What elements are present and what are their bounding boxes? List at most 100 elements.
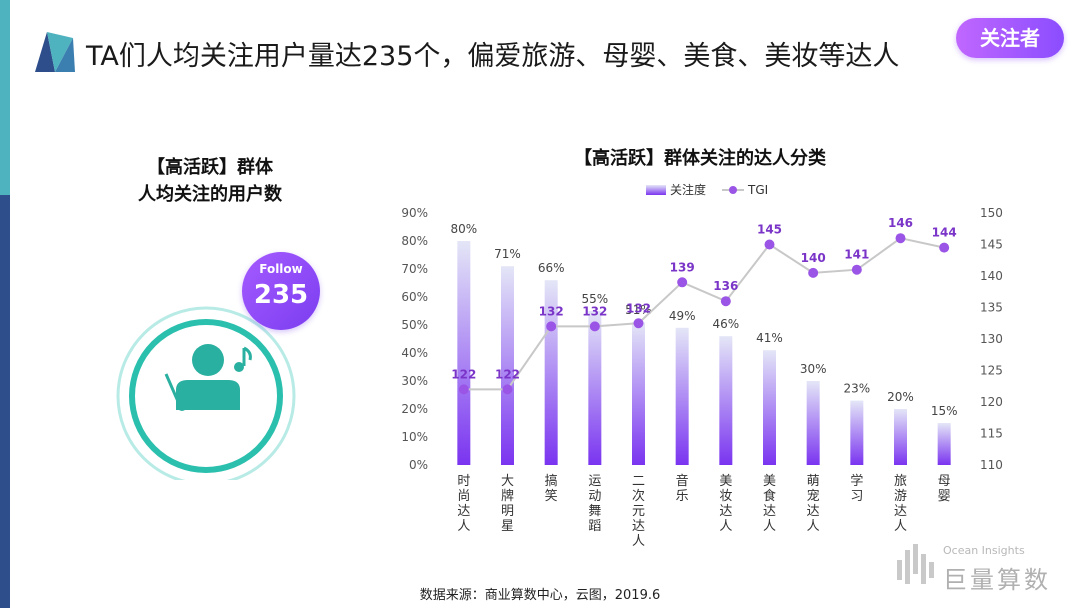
y-right-tick-label: 145 (980, 238, 1003, 252)
y-right-tick-label: 150 (980, 206, 1003, 220)
brand-english: Ocean Insights (943, 544, 1025, 557)
bar-value-label: 49% (669, 309, 696, 323)
y-left-tick-label: 0% (409, 458, 428, 472)
tgi-labels: 122 122 132 132 132 139 136 145 140 141 146 144 (451, 216, 956, 381)
category-label: 美食达人 (763, 474, 776, 534)
bar-value-label: 41% (756, 331, 783, 345)
tgi-point (764, 239, 775, 250)
header-logo-icon (35, 32, 75, 72)
tgi-point (546, 321, 557, 332)
bar (850, 400, 864, 465)
data-source: 数据来源：商业算数中心，云图，2019.6 (419, 588, 661, 603)
y-right-tick-label: 130 (980, 332, 1003, 346)
y-left-tick-label: 40% (401, 346, 428, 360)
bar (588, 311, 602, 465)
tgi-value-label: 132 (582, 304, 607, 318)
tgi-point (720, 296, 731, 307)
category-label: 二次元达人 (632, 474, 645, 549)
bar (457, 241, 471, 465)
category-labels: 时尚达人 大牌明星 搞笑 运动舞蹈 二次元达人 音乐 美妆达人 美食达人 萌宠达人 学习 旅游达人 母… (457, 473, 950, 549)
bar-value-label: 51% (625, 303, 652, 317)
tgi-value-label: 122 (495, 367, 520, 381)
y-right-tick-label: 135 (980, 301, 1003, 315)
category-label: 学习 (850, 473, 863, 504)
y-left-tick-label: 10% (401, 430, 428, 444)
tgi-point (808, 267, 819, 278)
y-left-tick-label: 30% (401, 374, 428, 388)
bar-value-label: 30% (800, 362, 827, 376)
legend-bar-swatch (646, 185, 666, 195)
category-label: 时尚达人 (457, 474, 470, 534)
left-panel-title: 【高活跃】群体 人均关注的用户数 (110, 154, 310, 208)
category-label: 美妆达人 (719, 474, 732, 534)
brand-logo: Ocean Insights 巨量算数 (895, 540, 1065, 594)
tgi-point (633, 318, 644, 329)
y-left-tick-label: 80% (401, 234, 428, 248)
tgi-value-label: 141 (844, 248, 869, 262)
tgi-point (939, 242, 950, 253)
tgi-point (502, 384, 513, 395)
bar (763, 350, 776, 465)
y-left-tick-label: 70% (401, 262, 428, 276)
bar-value-label: 46% (712, 317, 739, 331)
legend-line-label: TGI (747, 183, 768, 197)
category-label: 音乐 (676, 473, 689, 504)
chart-title: 【高活跃】群体关注的达人分类 (574, 148, 826, 169)
left-title-line1: 【高活跃】群体 (147, 157, 273, 178)
accent-stripe-top (0, 0, 10, 195)
y-right-tick-label: 125 (980, 364, 1003, 378)
y-axis-right: 110 115 120 125 130 135 140 145 150 (980, 206, 1003, 472)
bar-labels: 80% 71% 66% 55% 51% 49% 46% 41% 30% 23% 20% 15% (450, 222, 957, 418)
bar (632, 322, 645, 465)
tgi-value-label: 146 (888, 216, 913, 230)
tgi-value-label: 145 (757, 223, 782, 237)
bar-value-label: 23% (843, 382, 870, 396)
left-title-line2: 人均关注的用户数 (138, 184, 282, 205)
accent-stripe-bottom (0, 195, 10, 608)
page-title: TA们人均关注用户量达235个，偏爱旅游、母婴、美食、美妆等达人 (86, 41, 900, 72)
tgi-value-label: 132 (539, 304, 564, 318)
y-left-tick-label: 60% (401, 290, 428, 304)
category-label: 母婴 (938, 474, 951, 504)
legend-line-marker (729, 186, 737, 194)
bar (675, 327, 689, 465)
category-label: 搞笑 (545, 473, 558, 504)
bar (719, 336, 733, 465)
tgi-line-series (458, 233, 950, 395)
tgi-point (851, 264, 862, 275)
follow-value: 235 (253, 280, 309, 310)
tgi-value-label: 136 (713, 279, 738, 293)
followers-badge: 关注者 (956, 18, 1064, 58)
tgi-value-label: 140 (801, 251, 826, 265)
bar (806, 381, 820, 465)
tgi-point (677, 277, 688, 288)
brand-chinese: 巨量算数 (943, 566, 1051, 594)
bar-value-label: 55% (581, 292, 608, 306)
follow-label: Follow (259, 262, 303, 276)
follow-bubble: Follow 235 (242, 252, 320, 330)
bar-value-label: 66% (538, 261, 565, 275)
bar-value-label: 20% (887, 390, 914, 404)
tgi-value-label: 132 (626, 301, 651, 315)
bar-value-label: 15% (931, 404, 958, 418)
y-left-tick-label: 90% (401, 206, 428, 220)
bar-series (457, 241, 951, 465)
y-right-tick-label: 140 (980, 269, 1003, 283)
y-left-tick-label: 50% (401, 318, 428, 332)
tgi-point (458, 384, 469, 395)
y-axis-left: 0% 10% 20% 30% 40% 50% 60% 70% 80% 90% (401, 206, 428, 472)
bar-value-label: 71% (494, 247, 521, 261)
bar (894, 409, 907, 465)
category-label: 大牌明星 (501, 474, 514, 534)
tgi-point (589, 321, 600, 332)
tgi-value-label: 122 (451, 367, 476, 381)
category-label: 旅游达人 (894, 474, 907, 534)
chart-legend: 关注度 TGI (646, 182, 768, 197)
legend-bar-label: 关注度 (670, 182, 706, 197)
person-with-music-note-icon (116, 306, 296, 480)
tgi-value-label: 144 (932, 226, 957, 240)
bar (937, 423, 951, 465)
tgi-line (463, 237, 945, 391)
y-right-tick-label: 115 (980, 427, 1003, 441)
